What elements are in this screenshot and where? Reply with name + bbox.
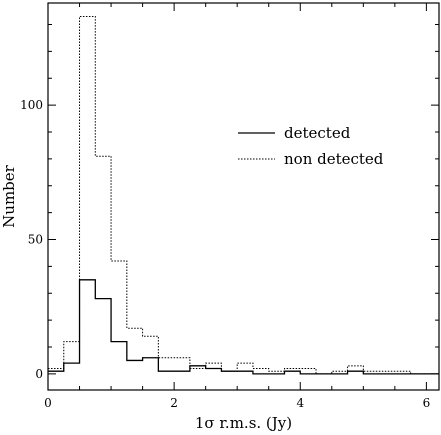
series-detected	[48, 279, 439, 375]
x-tick-label: 6	[423, 396, 431, 410]
x-axis-label: 1σ r.m.s. (Jy)	[195, 414, 292, 432]
y-axis-label: Number	[0, 164, 18, 227]
plot-frame	[47, 2, 440, 391]
y-tick-label: 100	[20, 98, 43, 112]
x-axis-ticks: 0 2 4 6	[44, 3, 430, 410]
y-tick-label: 0	[35, 367, 43, 381]
y-axis-ticks: 0 50 100	[20, 24, 439, 381]
y-tick-label: 50	[28, 233, 43, 247]
x-tick-label: 0	[44, 396, 52, 410]
plot-border	[47, 2, 440, 391]
legend-label-non-detected: non detected	[284, 150, 384, 168]
series-non-detected	[48, 15, 439, 375]
x-tick-label: 2	[170, 396, 178, 410]
legend-label-detected: detected	[284, 124, 351, 142]
x-tick-label: 4	[296, 396, 304, 410]
series-layer	[48, 15, 439, 375]
legend: detected non detected	[238, 124, 384, 168]
